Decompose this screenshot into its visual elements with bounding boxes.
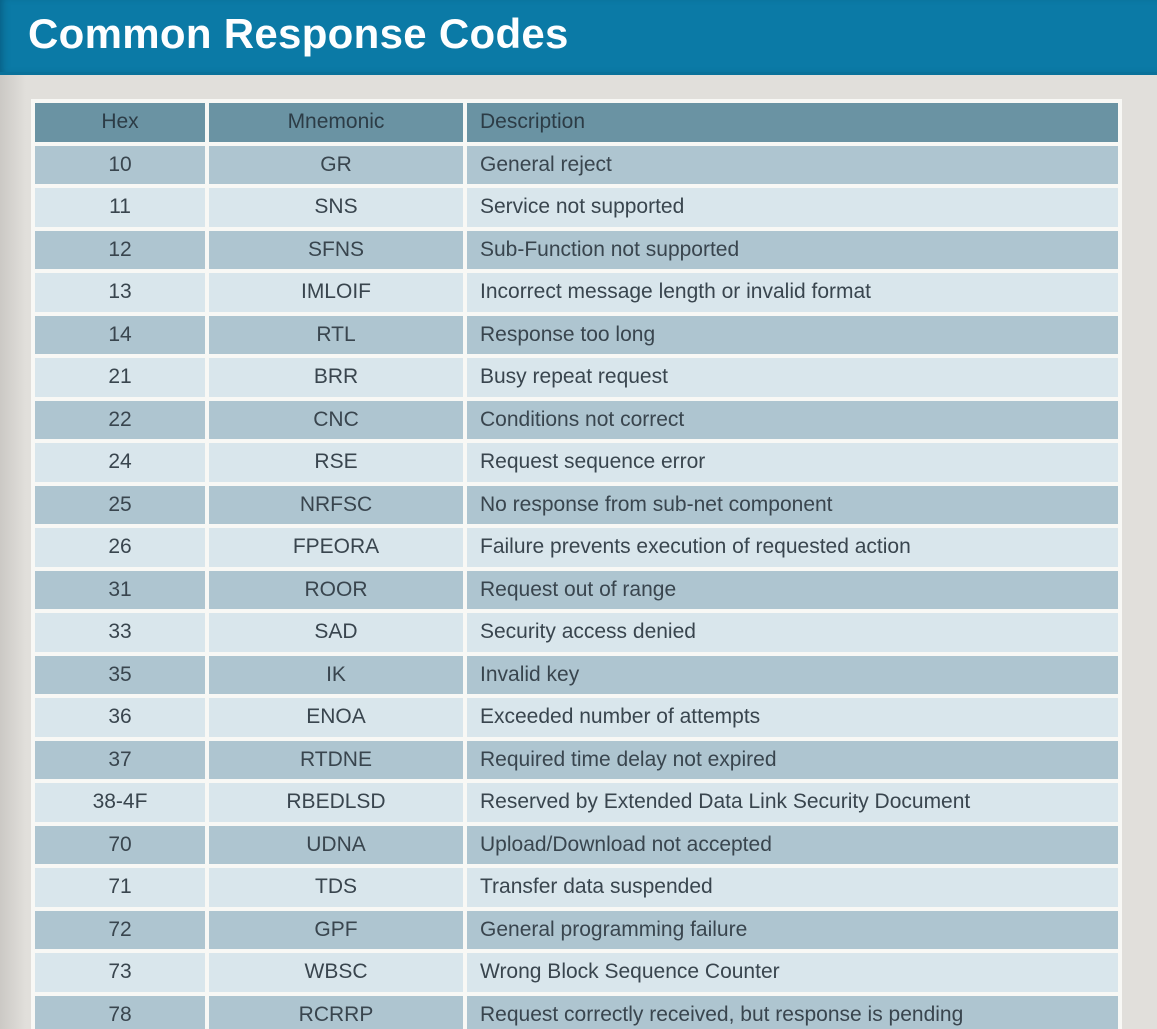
- mnemonic-cell: SAD: [209, 613, 463, 652]
- hex-cell: 38-4F: [35, 783, 205, 822]
- table-row: 71 TDS Transfer data suspended: [35, 868, 1118, 907]
- table-body: 10 GR General reject 11 SNS Service not …: [35, 145, 1118, 1029]
- mnemonic-cell: CNC: [209, 400, 463, 439]
- description-cell: Wrong Block Sequence Counter: [467, 953, 1118, 992]
- description-cell: Conditions not correct: [467, 400, 1118, 439]
- table-row: 37 RTDNE Required time delay not expired: [35, 740, 1118, 779]
- hex-cell: 71: [35, 868, 205, 907]
- description-cell: Busy repeat request: [467, 358, 1118, 397]
- description-cell: General programming failure: [467, 910, 1118, 949]
- hex-cell: 13: [35, 273, 205, 312]
- mnemonic-cell: SNS: [209, 188, 463, 227]
- page-title: Common Response Codes: [28, 10, 569, 57]
- hex-cell: 21: [35, 358, 205, 397]
- header-row: Hex Mnemonic Description: [35, 103, 1118, 142]
- mnemonic-cell: FPEORA: [209, 528, 463, 567]
- hex-cell: 70: [35, 825, 205, 864]
- mnemonic-cell: TDS: [209, 868, 463, 907]
- description-cell: Upload/Download not accepted: [467, 825, 1118, 864]
- mnemonic-cell: IK: [209, 655, 463, 694]
- mnemonic-cell: RCRRP: [209, 995, 463, 1029]
- hex-cell: 33: [35, 613, 205, 652]
- hex-cell: 24: [35, 443, 205, 482]
- description-cell: Response too long: [467, 315, 1118, 354]
- table-header: Hex Mnemonic Description: [35, 103, 1118, 142]
- description-cell: Request sequence error: [467, 443, 1118, 482]
- table-row: 38-4F RBEDLSD Reserved by Extended Data …: [35, 783, 1118, 822]
- table-row: 31 ROOR Request out of range: [35, 570, 1118, 609]
- description-cell: General reject: [467, 145, 1118, 184]
- table-row: 25 NRFSC No response from sub-net compon…: [35, 485, 1118, 524]
- description-cell: Required time delay not expired: [467, 740, 1118, 779]
- hex-cell: 73: [35, 953, 205, 992]
- table-row: 70 UDNA Upload/Download not accepted: [35, 825, 1118, 864]
- scan-shading: [0, 75, 26, 1029]
- mnemonic-cell: ENOA: [209, 698, 463, 737]
- description-cell: Transfer data suspended: [467, 868, 1118, 907]
- hex-cell: 14: [35, 315, 205, 354]
- hex-cell: 12: [35, 230, 205, 269]
- table-row: 26 FPEORA Failure prevents execution of …: [35, 528, 1118, 567]
- mnemonic-cell: RBEDLSD: [209, 783, 463, 822]
- table-row: 35 IK Invalid key: [35, 655, 1118, 694]
- mnemonic-cell: RTDNE: [209, 740, 463, 779]
- table-row: 11 SNS Service not supported: [35, 188, 1118, 227]
- mnemonic-cell: RTL: [209, 315, 463, 354]
- description-cell: Request out of range: [467, 570, 1118, 609]
- column-header-mnemonic: Mnemonic: [209, 103, 463, 142]
- hex-cell: 31: [35, 570, 205, 609]
- description-cell: Sub-Function not supported: [467, 230, 1118, 269]
- table-row: 78 RCRRP Request correctly received, but…: [35, 995, 1118, 1029]
- hex-cell: 78: [35, 995, 205, 1029]
- description-cell: Security access denied: [467, 613, 1118, 652]
- mnemonic-cell: WBSC: [209, 953, 463, 992]
- description-cell: Exceeded number of attempts: [467, 698, 1118, 737]
- description-cell: Invalid key: [467, 655, 1118, 694]
- hex-cell: 37: [35, 740, 205, 779]
- description-cell: Incorrect message length or invalid form…: [467, 273, 1118, 312]
- hex-cell: 35: [35, 655, 205, 694]
- table-row: 33 SAD Security access denied: [35, 613, 1118, 652]
- hex-cell: 25: [35, 485, 205, 524]
- hex-cell: 11: [35, 188, 205, 227]
- description-cell: Service not supported: [467, 188, 1118, 227]
- response-codes-table-container: Hex Mnemonic Description 10 GR General r…: [31, 99, 1122, 1029]
- response-codes-table: Hex Mnemonic Description 10 GR General r…: [31, 99, 1122, 1029]
- hex-cell: 22: [35, 400, 205, 439]
- table-row: 72 GPF General programming failure: [35, 910, 1118, 949]
- mnemonic-cell: BRR: [209, 358, 463, 397]
- table-row: 14 RTL Response too long: [35, 315, 1118, 354]
- mnemonic-cell: RSE: [209, 443, 463, 482]
- mnemonic-cell: ROOR: [209, 570, 463, 609]
- mnemonic-cell: UDNA: [209, 825, 463, 864]
- hex-cell: 10: [35, 145, 205, 184]
- title-bar: Common Response Codes: [0, 0, 1157, 75]
- description-cell: Failure prevents execution of requested …: [467, 528, 1118, 567]
- mnemonic-cell: IMLOIF: [209, 273, 463, 312]
- table-row: 13 IMLOIF Incorrect message length or in…: [35, 273, 1118, 312]
- hex-cell: 26: [35, 528, 205, 567]
- table-row: 10 GR General reject: [35, 145, 1118, 184]
- mnemonic-cell: SFNS: [209, 230, 463, 269]
- column-header-hex: Hex: [35, 103, 205, 142]
- table-row: 24 RSE Request sequence error: [35, 443, 1118, 482]
- mnemonic-cell: NRFSC: [209, 485, 463, 524]
- description-cell: Reserved by Extended Data Link Security …: [467, 783, 1118, 822]
- column-header-description: Description: [467, 103, 1118, 142]
- table-row: 21 BRR Busy repeat request: [35, 358, 1118, 397]
- mnemonic-cell: GR: [209, 145, 463, 184]
- description-cell: No response from sub-net component: [467, 485, 1118, 524]
- table-row: 73 WBSC Wrong Block Sequence Counter: [35, 953, 1118, 992]
- description-cell: Request correctly received, but response…: [467, 995, 1118, 1029]
- table-row: 36 ENOA Exceeded number of attempts: [35, 698, 1118, 737]
- mnemonic-cell: GPF: [209, 910, 463, 949]
- hex-cell: 36: [35, 698, 205, 737]
- hex-cell: 72: [35, 910, 205, 949]
- table-row: 22 CNC Conditions not correct: [35, 400, 1118, 439]
- table-row: 12 SFNS Sub-Function not supported: [35, 230, 1118, 269]
